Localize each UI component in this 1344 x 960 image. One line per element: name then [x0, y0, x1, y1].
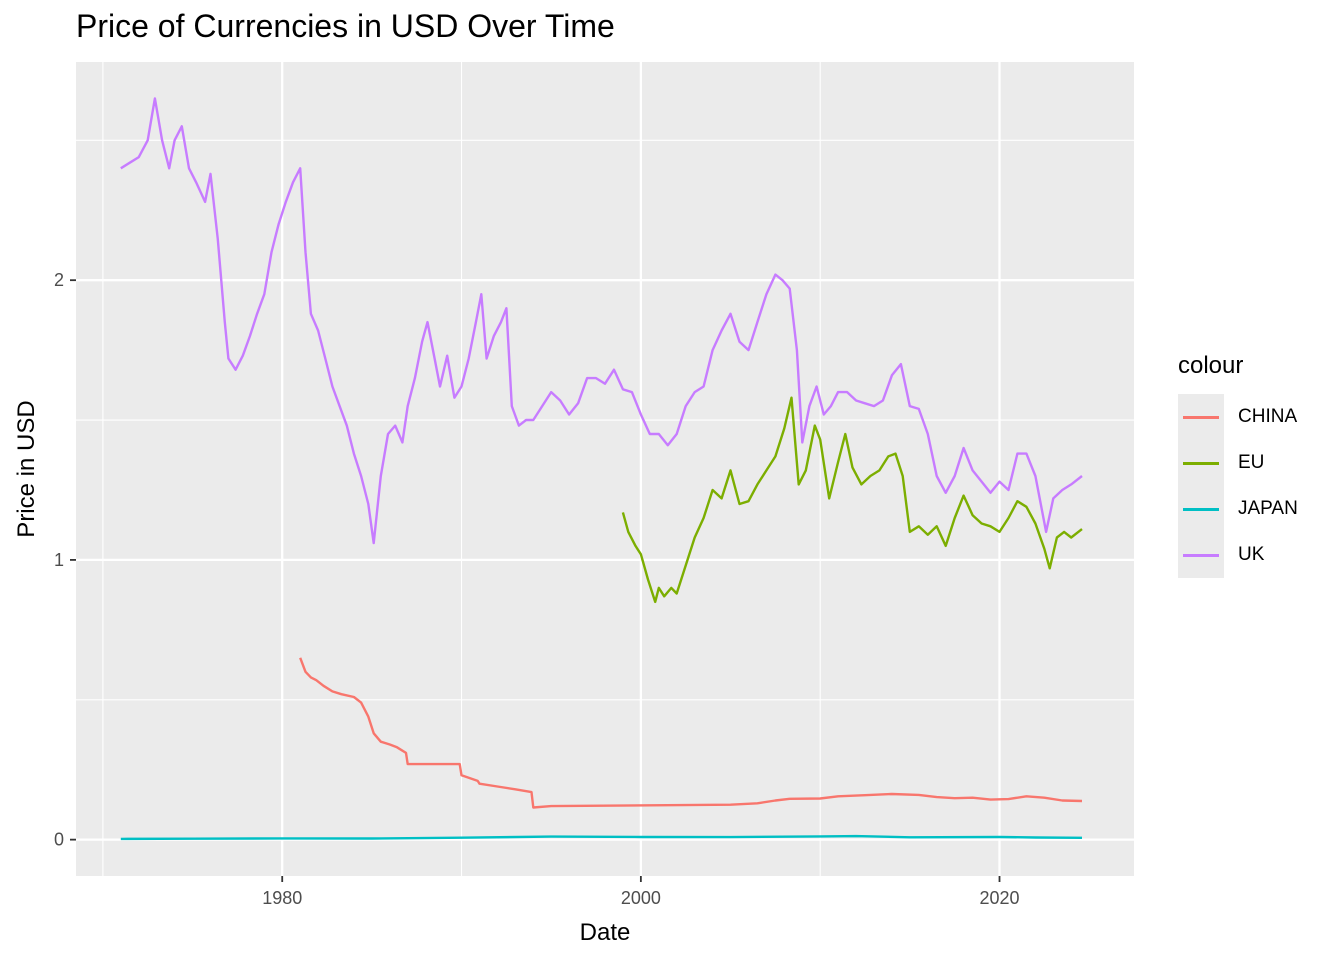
legend-swatch [1183, 462, 1219, 465]
y-axis: 0 1 2 [54, 270, 76, 850]
legend-item-uk: UK [1178, 532, 1298, 578]
legend-title: colour [1178, 352, 1244, 379]
legend-key [1178, 440, 1224, 486]
legend-key [1178, 486, 1224, 532]
major-gridlines [76, 62, 1134, 876]
chart-title: Price of Currencies in USD Over Time [76, 8, 615, 44]
x-tick-label: 1980 [262, 888, 302, 908]
series-line-eu [621, 396, 1083, 604]
legend-item-eu: EU [1178, 440, 1298, 486]
series-line-china [299, 657, 1083, 809]
legend-key [1178, 532, 1224, 578]
series-line-japan [120, 834, 1083, 841]
legend-swatch [1183, 554, 1219, 557]
legend-label: JAPAN [1238, 498, 1298, 519]
legend-swatch [1183, 508, 1219, 511]
x-axis: 1980 2000 2020 [262, 876, 1020, 908]
x-tick-label: 2000 [621, 888, 661, 908]
plot-panel [76, 62, 1134, 876]
legend-swatch [1183, 416, 1219, 419]
legend-key [1178, 394, 1224, 440]
minor-gridlines [76, 62, 1134, 876]
y-tick-label: 2 [54, 270, 64, 290]
y-axis-title: Price in USD [13, 400, 40, 537]
legend-label: EU [1238, 452, 1265, 473]
legend-item-china: CHINA [1178, 394, 1298, 440]
legend-label: UK [1238, 544, 1265, 565]
x-axis-title: Date [580, 919, 631, 946]
y-tick-label: 1 [54, 550, 64, 570]
series-line-uk [120, 97, 1083, 545]
series-layer [120, 97, 1083, 841]
legend-label: CHINA [1238, 406, 1298, 427]
legend-keys: CHINA EU JAPAN UK [1178, 394, 1298, 578]
legend-item-japan: JAPAN [1178, 486, 1298, 532]
legend: colour CHINA EU JAPAN UK [1178, 352, 1298, 578]
x-tick-label: 2020 [979, 888, 1019, 908]
y-tick-label: 0 [54, 830, 64, 850]
